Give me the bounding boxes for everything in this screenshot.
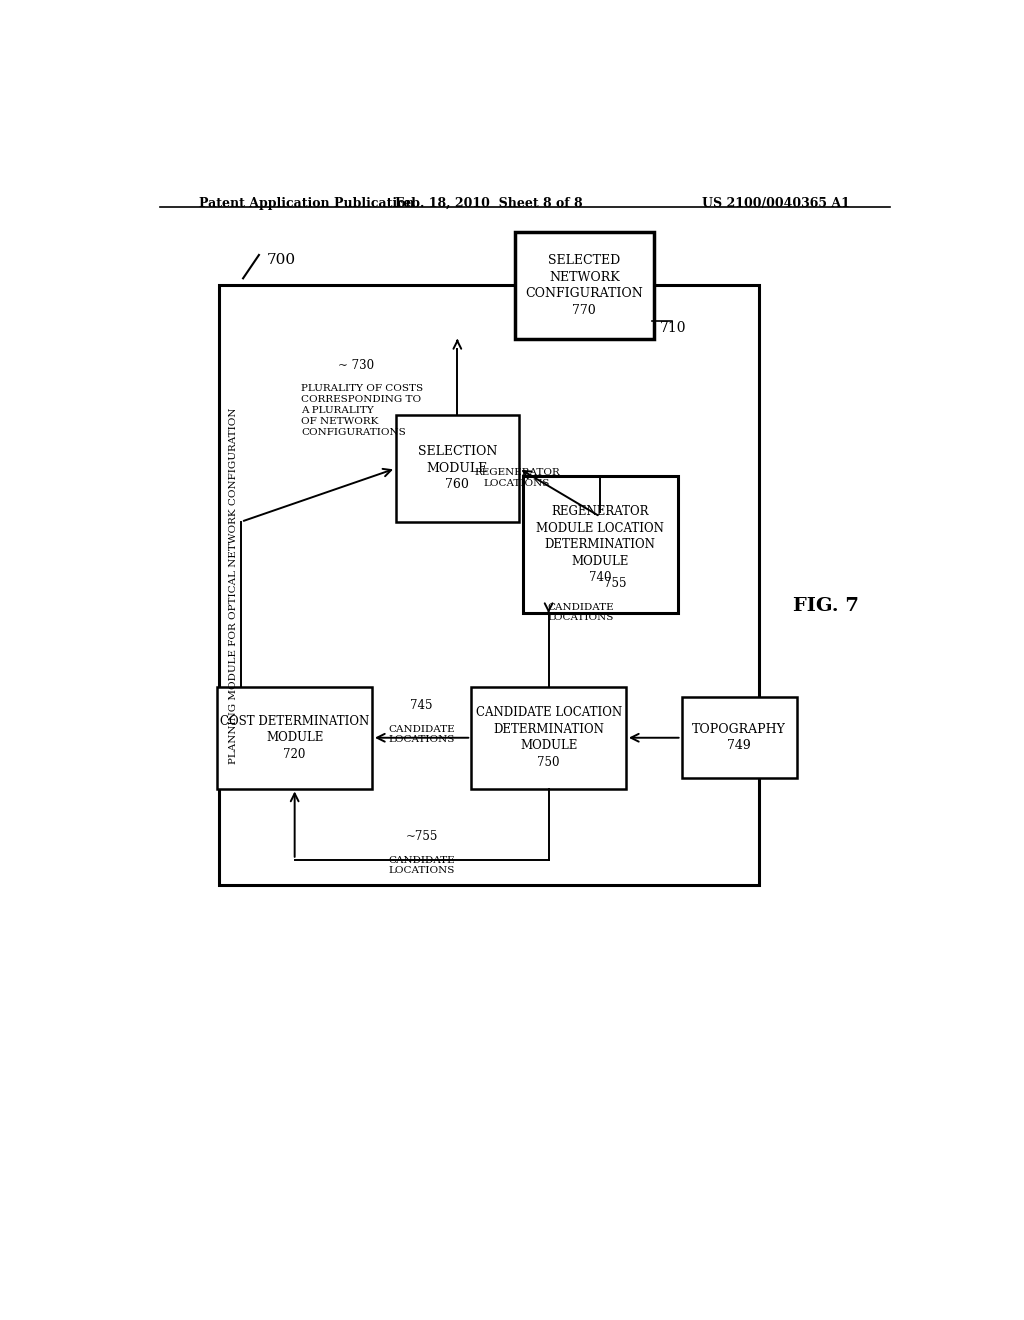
Bar — [217, 686, 372, 788]
Text: 755: 755 — [604, 577, 627, 590]
Text: COST DETERMINATION
MODULE
720: COST DETERMINATION MODULE 720 — [220, 714, 370, 760]
Text: CANDIDATE
LOCATIONS: CANDIDATE LOCATIONS — [388, 855, 455, 875]
Text: ~ 730: ~ 730 — [338, 359, 375, 372]
Bar — [682, 697, 797, 779]
Bar — [523, 477, 678, 614]
Text: TOPOGRAPHY
749: TOPOGRAPHY 749 — [692, 723, 786, 752]
Text: 700: 700 — [267, 253, 296, 267]
Text: 745: 745 — [411, 700, 433, 713]
Text: CANDIDATE
LOCATIONS: CANDIDATE LOCATIONS — [547, 602, 613, 622]
Bar — [396, 414, 519, 521]
Text: CANDIDATE
LOCATIONS: CANDIDATE LOCATIONS — [388, 725, 455, 744]
Text: Feb. 18, 2010  Sheet 8 of 8: Feb. 18, 2010 Sheet 8 of 8 — [395, 197, 583, 210]
Text: US 2100/0040365 A1: US 2100/0040365 A1 — [702, 197, 850, 210]
Text: PLURALITY OF COSTS
CORRESPONDING TO
A PLURALITY
OF NETWORK
CONFIGURATIONS: PLURALITY OF COSTS CORRESPONDING TO A PL… — [301, 384, 423, 437]
Text: PLANNING MODULE FOR OPTICAL NETWORK CONFIGURATION: PLANNING MODULE FOR OPTICAL NETWORK CONF… — [229, 407, 238, 763]
Text: Patent Application Publication: Patent Application Publication — [200, 197, 415, 210]
Text: ~755: ~755 — [406, 830, 438, 843]
Bar — [471, 686, 626, 788]
Text: SELECTION
MODULE
760: SELECTION MODULE 760 — [418, 445, 497, 491]
Text: FIG. 7: FIG. 7 — [794, 597, 859, 615]
Text: CANDIDATE LOCATION
DETERMINATION
MODULE
750: CANDIDATE LOCATION DETERMINATION MODULE … — [475, 706, 622, 770]
Text: 710: 710 — [659, 321, 686, 335]
Bar — [219, 285, 759, 886]
Text: SELECTED
NETWORK
CONFIGURATION
770: SELECTED NETWORK CONFIGURATION 770 — [525, 255, 643, 317]
Text: REGENERATOR
MODULE LOCATION
DETERMINATION
MODULE
740: REGENERATOR MODULE LOCATION DETERMINATIO… — [537, 506, 665, 585]
Bar — [515, 232, 653, 339]
Text: REGENERATOR
LOCATIONS: REGENERATOR LOCATIONS — [474, 469, 560, 488]
